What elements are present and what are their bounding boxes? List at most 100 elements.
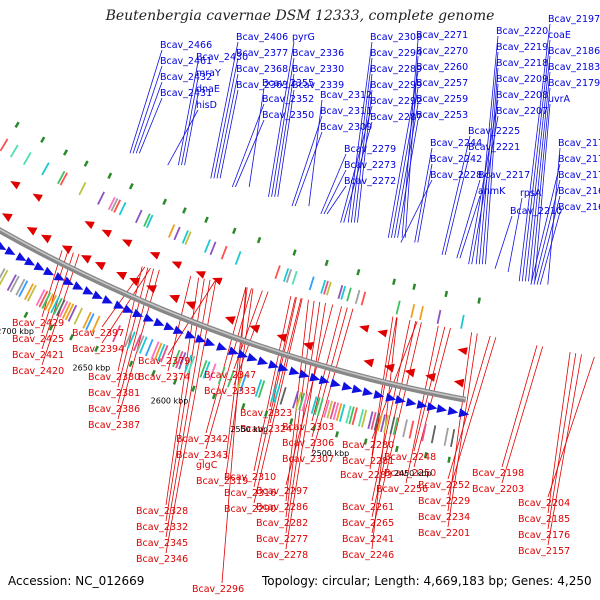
- bottom-label-line: [117, 269, 160, 420]
- forward-gene-arrow: [362, 387, 374, 396]
- bottom-gene-label: Bcav_2290: [224, 504, 276, 515]
- top-gene-label: Bcav_2336: [292, 48, 344, 59]
- bottom-gene-label: Bcav_2283: [340, 470, 392, 481]
- top-label-line: [350, 57, 373, 223]
- top-label-line: [184, 93, 199, 166]
- reverse-gene-arrow: [10, 181, 21, 190]
- gc-skew-tick: [444, 290, 449, 298]
- feature-band-outer: [208, 363, 217, 381]
- feature-band-outer: [38, 290, 49, 308]
- feature-band-inner: [184, 231, 192, 245]
- forward-gene-arrow: [373, 389, 385, 399]
- feature-band-outer: [35, 289, 46, 307]
- top-gene-label: Bcav_2209: [496, 74, 548, 85]
- bottom-label-line: [221, 287, 247, 584]
- bottom-label-line: [165, 277, 199, 506]
- feature-band-inner: [110, 198, 119, 212]
- top-gene-label: Bcav_2330: [292, 64, 344, 75]
- gc-content-tick: [48, 324, 54, 331]
- top-label-line: [417, 163, 433, 243]
- top-gene-label: Bcav_2207: [496, 106, 548, 117]
- feature-band-outer: [361, 409, 368, 428]
- gc-content-tick: [69, 334, 74, 341]
- feature-band-outer: [73, 307, 83, 325]
- top-label-line: [475, 35, 499, 265]
- feature-band-outer: [178, 352, 187, 370]
- forward-gene-arrow: [204, 337, 216, 347]
- top-gene-label: Bcav_2172: [558, 154, 600, 165]
- feature-band-inner: [234, 251, 242, 265]
- bottom-label-line: [311, 306, 342, 422]
- gene-tracks: [0, 121, 481, 463]
- feature-band-outer: [126, 331, 136, 349]
- bottom-gene-label: Bcav_2282: [256, 518, 308, 529]
- reverse-gene-arrow: [94, 262, 106, 271]
- reverse-gene-arrow: [224, 316, 236, 325]
- label-lines: [41, 23, 595, 584]
- feature-band-inner: [323, 280, 329, 295]
- top-label-line: [138, 97, 163, 154]
- top-gene-label: Bcav_2352: [262, 94, 314, 105]
- top-label-line: [494, 215, 513, 269]
- bottom-label-line: [167, 280, 216, 356]
- reverse-gene-arrow: [185, 301, 197, 310]
- feature-band-outer: [370, 411, 377, 430]
- top-gene-label: Bcav_2311: [320, 106, 372, 117]
- reverse-gene-arrow: [425, 373, 436, 382]
- top-gene-label: Bcav_2289: [370, 64, 422, 75]
- feature-band-outer: [408, 420, 415, 439]
- feature-band-outer: [160, 345, 169, 363]
- forward-gene-arrow: [426, 402, 438, 411]
- forward-gene-arrow: [194, 334, 206, 343]
- feature-band-inner: [22, 152, 32, 166]
- top-gene-label: Bcav_2368: [236, 64, 288, 75]
- feature-band-inner: [113, 199, 122, 213]
- gc-content-tick: [211, 392, 217, 400]
- bottom-gene-label: Bcav_2286: [256, 502, 308, 513]
- top-label-line: [539, 211, 561, 285]
- feature-band-outer: [144, 338, 154, 357]
- top-gene-label: Bcav_2257: [416, 78, 468, 89]
- top-label-line: [444, 151, 471, 256]
- top-gene-label: uvrA: [548, 94, 571, 105]
- top-label-line: [485, 83, 499, 265]
- bottom-gene-label: Bcav_2323: [240, 408, 292, 419]
- bottom-gene-label: Bcav_2333: [204, 386, 256, 397]
- top-gene-label: Bcav_2308: [370, 32, 422, 43]
- top-gene-label: Bcav_2197: [548, 14, 600, 25]
- top-gene-label: Bcav_2377: [236, 48, 288, 59]
- top-label-line: [178, 61, 199, 166]
- feature-band-inner: [354, 289, 361, 304]
- feature-band-outer: [421, 423, 427, 442]
- top-label-line: [231, 103, 265, 188]
- forward-gene-arrow: [15, 252, 27, 261]
- top-label-line: [533, 179, 561, 285]
- feature-band-outer: [53, 297, 63, 315]
- feature-band-inner: [78, 182, 87, 196]
- bottom-gene-label: Bcav_2345: [136, 538, 188, 549]
- bottom-gene-label: Bcav_2342: [176, 434, 228, 445]
- forward-gene-arrow: [142, 313, 154, 322]
- reverse-gene-arrow: [61, 245, 73, 255]
- top-gene-label: Bcav_2219: [496, 42, 548, 53]
- feature-band-inner: [181, 230, 189, 244]
- gc-content-tick: [289, 418, 294, 425]
- bottom-label-line: [117, 268, 154, 404]
- reverse-gene-arrow: [116, 272, 128, 281]
- top-label-line: [525, 55, 551, 282]
- top-gene-label: anmK: [478, 186, 506, 197]
- feature-band-inner: [360, 291, 367, 306]
- gc-skew-tick: [477, 297, 481, 304]
- top-label-line: [274, 73, 295, 197]
- top-gene-label: Bcav_2210: [510, 206, 562, 217]
- feature-band-inner: [274, 265, 281, 280]
- gc-content-tick: [128, 360, 134, 368]
- bottom-gene-label: Bcav_2425: [12, 334, 64, 345]
- gc-skew-tick: [83, 160, 89, 167]
- feature-band-inner: [326, 281, 332, 296]
- top-gene-label: Bcav_2218: [496, 58, 548, 69]
- feature-band-outer: [239, 374, 247, 392]
- feature-band-outer: [217, 366, 226, 385]
- top-gene-label: Bcav_2186: [548, 46, 600, 57]
